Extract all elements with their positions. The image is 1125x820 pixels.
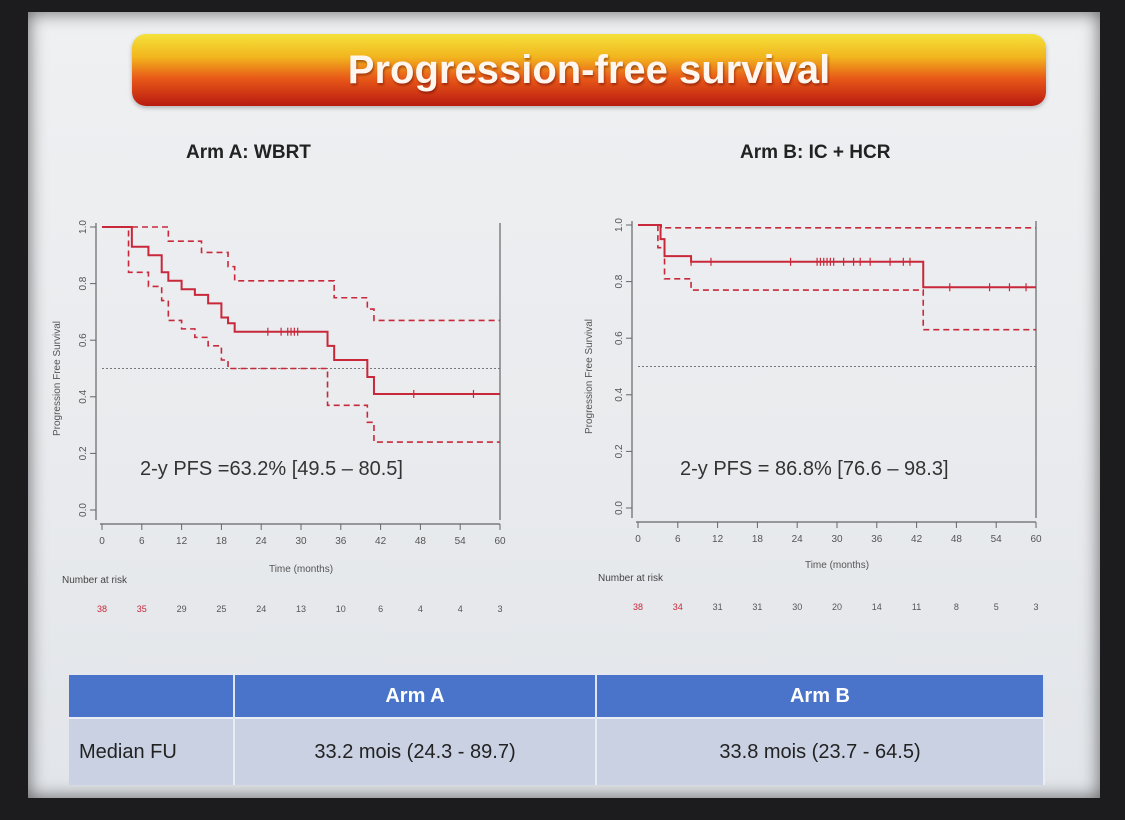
- chart-a-at-risk-count: 4: [418, 604, 423, 614]
- chart-b-at-risk-count: 38: [633, 602, 643, 612]
- followup-data-row: Median FU 33.2 mois (24.3 - 89.7) 33.8 m…: [69, 717, 1045, 785]
- chart-a-at-risk-count: 3: [497, 604, 502, 614]
- chart-b-x-tick-label: 60: [1030, 534, 1042, 545]
- chart-b-x-tick-label: 6: [675, 534, 681, 545]
- header-empty: [69, 675, 235, 718]
- slide-title: Progression-free survival: [347, 47, 831, 92]
- chart-a-x-tick-label: 54: [455, 536, 467, 547]
- followup-header-row: Arm A Arm B: [69, 675, 1045, 718]
- chart-a-y-tick-label: 0.6: [78, 333, 89, 347]
- chart-b-title: Arm B: IC + HCR: [740, 142, 891, 163]
- chart-b-y-tick-label: 0.2: [614, 444, 625, 458]
- chart-a-x-tick-label: 24: [256, 536, 268, 547]
- chart-a-at-risk-count: 6: [378, 604, 383, 614]
- chart-b-at-risk-count: 31: [713, 602, 723, 612]
- chart-a-y-tick-label: 1.0: [78, 220, 89, 234]
- chart-b-at-risk-count: 11: [912, 602, 921, 612]
- chart-b-x-axis-label: Time (months): [805, 560, 869, 571]
- header-arm-b: Arm B: [596, 675, 1045, 718]
- chart-a-km-lower-curve: [102, 226, 500, 443]
- cell-arm-b: 33.8 mois (23.7 - 64.5): [596, 717, 1045, 785]
- chart-a-x-tick-label: 18: [216, 536, 228, 547]
- chart-b-x-tick-label: 36: [871, 534, 883, 545]
- chart-b-x-tick-label: 12: [712, 534, 724, 545]
- chart-a-at-risk-count: 10: [336, 604, 346, 614]
- chart-a-y-tick-label: 0.0: [78, 503, 89, 517]
- chart-b-x-tick-label: 54: [991, 534, 1003, 545]
- chart-a-risk-label: Number at risk: [62, 575, 128, 586]
- chart-b-y-tick-label: 1.0: [614, 218, 625, 232]
- chart-a-x-tick-label: 12: [176, 536, 188, 547]
- chart-b-y-axis-label: Progression Free Survival: [584, 319, 595, 434]
- chart-a-km-estimate-curve: [102, 226, 500, 395]
- chart-b-x-tick-label: 42: [911, 534, 923, 545]
- chart-a-x-tick-label: 0: [99, 536, 105, 547]
- chart-a-at-risk-count: 25: [216, 604, 226, 614]
- chart-a-at-risk-count: 38: [97, 604, 107, 614]
- chart-a-x-tick-label: 48: [415, 536, 427, 547]
- chart-a-y-tick-label: 0.4: [78, 389, 89, 403]
- chart-b-x-tick-label: 0: [635, 534, 641, 545]
- chart-b-y-tick-label: 0.0: [614, 501, 625, 515]
- chart-a-annotation: 2-y PFS =63.2% [49.5 – 80.5]: [140, 458, 403, 480]
- chart-b-at-risk-count: 14: [872, 602, 882, 612]
- chart-b-y-tick-label: 0.8: [614, 274, 625, 288]
- chart-b-at-risk-count: 5: [994, 602, 999, 612]
- followup-table: Arm A Arm B Median FU 33.2 mois (24.3 - …: [69, 675, 1045, 785]
- chart-b-y-tick-label: 0.4: [614, 387, 625, 401]
- chart-a-at-risk-count: 24: [256, 604, 266, 614]
- chart-a-at-risk-count: 4: [458, 604, 463, 614]
- chart-a-x-tick-label: 6: [139, 536, 145, 547]
- chart-b-at-risk-count: 20: [832, 602, 842, 612]
- chart-a-x-tick-label: 36: [335, 536, 347, 547]
- chart-a-y-tick-label: 0.2: [78, 446, 89, 460]
- chart-a-at-risk-count: 35: [137, 604, 147, 614]
- chart-a-x-tick-label: 30: [295, 536, 307, 547]
- chart-a-km-upper-curve: [102, 226, 500, 322]
- chart-b-at-risk-count: 34: [673, 602, 683, 612]
- chart-b-risk-label: Number at risk: [598, 573, 664, 584]
- chart-a-x-tick-label: 60: [494, 536, 506, 547]
- chart-a-x-tick-label: 42: [375, 536, 387, 547]
- chart-b-x-tick-label: 24: [792, 534, 804, 545]
- chart-a-x-axis-label: Time (months): [269, 564, 333, 575]
- chart-b-at-risk-count: 30: [792, 602, 802, 612]
- projection-screen: Progression-free survival: [28, 12, 1100, 798]
- chart-b-km-lower-curve: [638, 224, 1036, 331]
- cell-arm-a: 33.2 mois (24.3 - 89.7): [234, 717, 597, 785]
- chart-b-at-risk-count: 8: [954, 602, 959, 612]
- chart-a-at-risk-count: 13: [296, 604, 306, 614]
- chart-b-x-tick-label: 30: [831, 534, 843, 545]
- chart-a-title: Arm A: WBRT: [186, 142, 311, 163]
- chart-b-x-tick-label: 48: [951, 534, 963, 545]
- chart-b-y-tick-label: 0.6: [614, 331, 625, 345]
- chart-a-y-axis-label: Progression Free Survival: [52, 321, 63, 436]
- header-arm-a: Arm A: [234, 675, 597, 718]
- chart-b-km-upper-curve: [638, 224, 1036, 229]
- chart-a-at-risk-count: 29: [177, 604, 187, 614]
- row-label-median-fu: Median FU: [69, 717, 235, 785]
- chart-b-annotation: 2-y PFS = 86.8% [76.6 – 98.3]: [680, 458, 949, 480]
- chart-b-x-tick-label: 18: [752, 534, 764, 545]
- chart-b-km-estimate-curve: [638, 224, 1036, 289]
- chart-b-at-risk-count: 31: [752, 602, 762, 612]
- slide-title-banner: Progression-free survival: [132, 34, 1046, 106]
- chart-b-at-risk-count: 3: [1033, 602, 1038, 612]
- chart-a-y-tick-label: 0.8: [78, 276, 89, 290]
